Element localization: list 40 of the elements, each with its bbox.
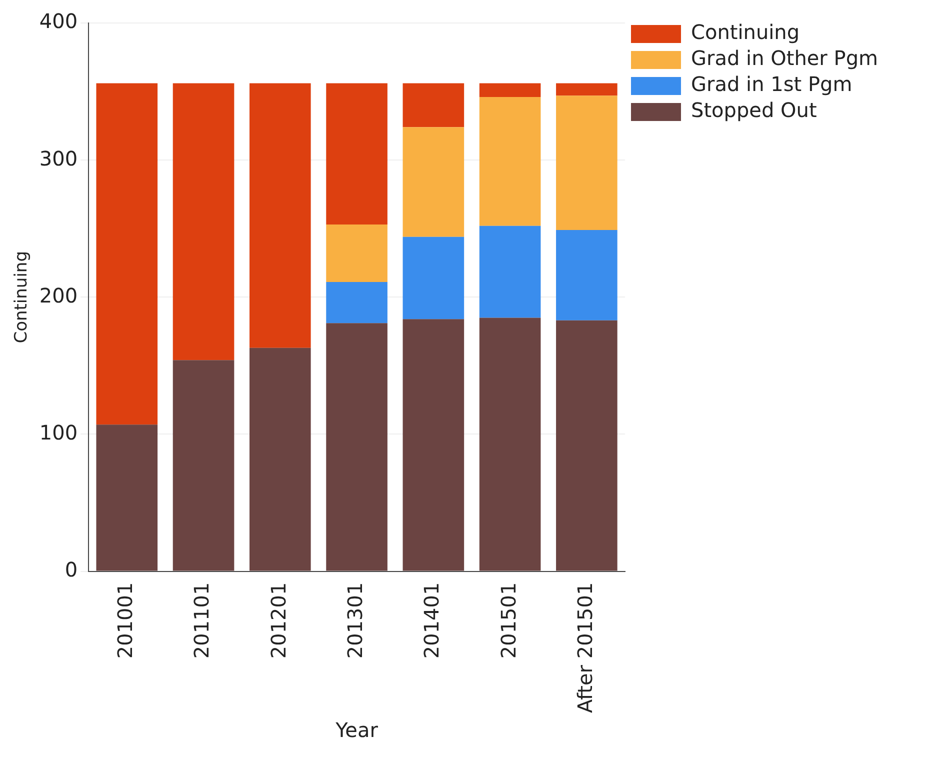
x-tick-label: 201001 xyxy=(113,582,138,659)
x-tick-label: After 201501 xyxy=(572,582,597,713)
bar xyxy=(326,83,388,224)
bar xyxy=(172,360,234,571)
x-axis-title: Year xyxy=(334,718,379,742)
y-tick-label: 400 xyxy=(39,9,78,34)
bar xyxy=(479,97,541,226)
bar xyxy=(326,323,388,571)
bar xyxy=(556,83,618,96)
legend-label: Grad in 1st Pgm xyxy=(691,72,852,96)
x-tick-label: 201401 xyxy=(420,582,444,659)
bar xyxy=(556,320,618,571)
bar xyxy=(96,83,158,425)
bar xyxy=(556,230,618,320)
x-tick-label: 201201 xyxy=(266,582,290,659)
x-tick-label: 201101 xyxy=(190,582,214,659)
bar xyxy=(172,83,234,360)
y-tick-label: 100 xyxy=(39,420,78,444)
bar xyxy=(402,83,464,128)
bar xyxy=(556,96,618,230)
bar xyxy=(479,83,541,98)
legend-label: Continuing xyxy=(691,20,800,44)
bar xyxy=(479,318,541,571)
y-tick-label: 0 xyxy=(64,557,78,582)
legend-label: Stopped Out xyxy=(691,98,817,122)
legend-label: Grad in Other Pgm xyxy=(691,46,878,70)
bar xyxy=(250,348,311,571)
bar xyxy=(402,236,464,320)
bar xyxy=(479,226,541,318)
x-tick-label: 201301 xyxy=(342,582,367,659)
bar xyxy=(326,224,388,282)
bar xyxy=(326,282,388,324)
y-axis-title: Continuing xyxy=(12,250,32,344)
bar xyxy=(96,424,158,571)
bar xyxy=(250,83,311,348)
bar xyxy=(402,319,464,571)
y-tick-label: 300 xyxy=(39,146,78,170)
x-tick-label: 201501 xyxy=(496,582,520,659)
y-tick-label: 200 xyxy=(39,283,78,308)
bar xyxy=(402,127,464,237)
